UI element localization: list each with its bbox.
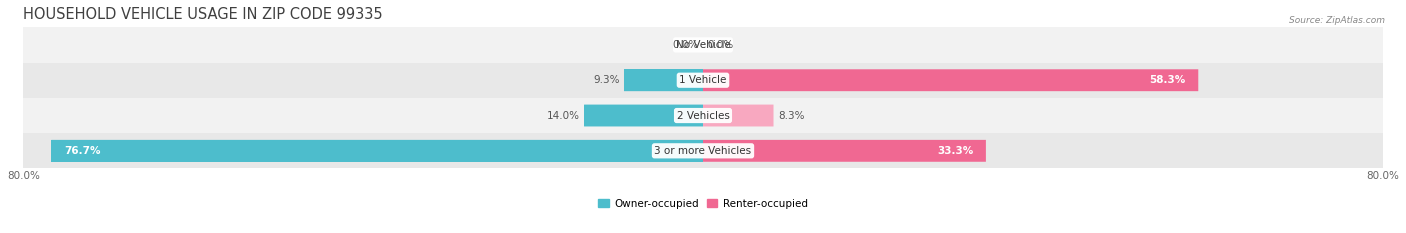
Text: 0.0%: 0.0% bbox=[672, 40, 699, 50]
Bar bbox=[52, 140, 703, 162]
FancyBboxPatch shape bbox=[52, 140, 703, 162]
Bar bbox=[24, 98, 1382, 133]
Text: 76.7%: 76.7% bbox=[65, 146, 101, 156]
FancyBboxPatch shape bbox=[703, 69, 1198, 91]
Bar bbox=[24, 27, 1382, 63]
Text: No Vehicle: No Vehicle bbox=[675, 40, 731, 50]
Bar bbox=[624, 69, 703, 91]
Text: HOUSEHOLD VEHICLE USAGE IN ZIP CODE 99335: HOUSEHOLD VEHICLE USAGE IN ZIP CODE 9933… bbox=[24, 7, 382, 22]
Text: Source: ZipAtlas.com: Source: ZipAtlas.com bbox=[1289, 16, 1385, 25]
FancyBboxPatch shape bbox=[703, 105, 773, 127]
Bar bbox=[24, 133, 1382, 168]
FancyBboxPatch shape bbox=[624, 69, 703, 91]
Bar bbox=[24, 63, 1382, 98]
Text: 58.3%: 58.3% bbox=[1149, 75, 1185, 85]
Text: 3 or more Vehicles: 3 or more Vehicles bbox=[654, 146, 752, 156]
Bar bbox=[583, 105, 703, 127]
Text: 2 Vehicles: 2 Vehicles bbox=[676, 110, 730, 120]
FancyBboxPatch shape bbox=[583, 105, 703, 127]
Legend: Owner-occupied, Renter-occupied: Owner-occupied, Renter-occupied bbox=[595, 194, 811, 213]
Text: 14.0%: 14.0% bbox=[547, 110, 579, 120]
Text: 33.3%: 33.3% bbox=[936, 146, 973, 156]
FancyBboxPatch shape bbox=[703, 140, 986, 162]
Text: 0.0%: 0.0% bbox=[707, 40, 734, 50]
Text: 8.3%: 8.3% bbox=[778, 110, 804, 120]
Text: 1 Vehicle: 1 Vehicle bbox=[679, 75, 727, 85]
Text: 9.3%: 9.3% bbox=[593, 75, 620, 85]
